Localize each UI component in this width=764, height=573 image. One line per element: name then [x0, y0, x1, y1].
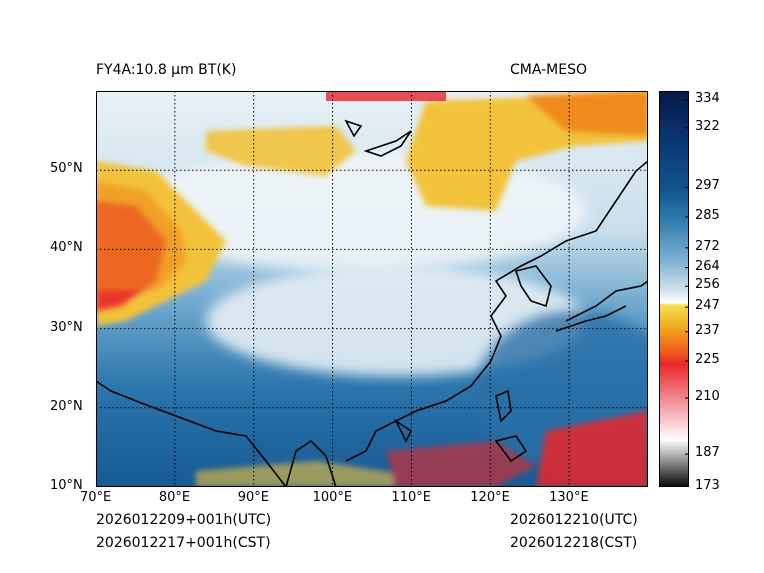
- cold-cloud-west-mid: [96, 181, 186, 291]
- colorbar-ticks: [685, 99, 689, 487]
- colorbar-label: 264: [695, 258, 720, 274]
- valid-time-utc: 2026012210(UTC): [510, 512, 638, 528]
- lon-label: 90°E: [237, 490, 269, 505]
- valid-time-cst: 2026012218(CST): [510, 535, 638, 551]
- cold-cloud-north: [206, 126, 356, 176]
- colorbar-label: 173: [695, 478, 720, 493]
- colorbar-label: 225: [695, 352, 720, 368]
- coastlines: [96, 119, 648, 487]
- lon-label: 100°E: [312, 490, 353, 505]
- colorbar-border: [659, 91, 689, 487]
- convection-sea: [386, 441, 536, 487]
- init-time-utc: 2026012209+001h(UTC): [96, 512, 272, 528]
- lon-label: 120°E: [470, 490, 510, 505]
- colorbar-label: 285: [695, 207, 720, 223]
- colorbar-label: 272: [695, 238, 720, 254]
- cold-cloud-top-strip: [326, 91, 446, 101]
- init-time-cst: 2026012217+001h(CST): [96, 535, 271, 551]
- colorbar-label: 237: [695, 322, 720, 338]
- lat-label: 40°N: [50, 240, 83, 256]
- colorbar-label: 210: [695, 388, 720, 404]
- cold-cloud-ne-core: [526, 91, 648, 136]
- lon-label: 110°E: [391, 490, 431, 505]
- convection-southeast: [536, 411, 648, 487]
- lat-label: 20°N: [50, 398, 83, 414]
- gridlines: [96, 91, 648, 487]
- lat-label: 30°N: [50, 319, 83, 335]
- colorbar-label: 247: [695, 298, 720, 314]
- satellite-map: [96, 91, 648, 487]
- map-border: [96, 91, 648, 487]
- lon-label: 80°E: [158, 490, 191, 505]
- map-title: FY4A:10.8 µm BT(K): [96, 62, 237, 78]
- lat-label: 10°N: [50, 478, 83, 493]
- model-name: CMA-MESO: [510, 62, 588, 78]
- colorbar-label: 256: [695, 277, 720, 293]
- convection-south: [196, 461, 396, 487]
- colorbar-label: 297: [695, 178, 720, 194]
- colorbar-gradient: [659, 91, 689, 487]
- colorbar-label: 187: [695, 445, 720, 461]
- lon-label: 70°E: [80, 490, 112, 505]
- colorbar-label: 322: [695, 118, 720, 134]
- lat-label: 50°N: [50, 161, 83, 177]
- colorbar: [659, 91, 689, 487]
- cloud-band-high: [206, 266, 586, 376]
- lon-label: 130°E: [549, 490, 589, 505]
- colorbar-label: 334: [695, 90, 720, 106]
